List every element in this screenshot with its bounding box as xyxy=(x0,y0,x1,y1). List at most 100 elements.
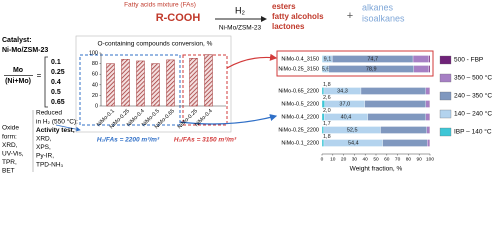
oxide-method: form: xyxy=(2,133,17,140)
value-label: 1,8 xyxy=(323,82,331,88)
bar-segment xyxy=(425,113,430,121)
oxide-method: BET xyxy=(2,168,15,175)
ratio-denominator: (Ni+Mo) xyxy=(5,78,31,85)
x-tick-label: 40 xyxy=(363,156,369,162)
legend-label: 500 - FBP xyxy=(454,57,483,64)
bar-segment xyxy=(429,113,431,121)
value-label: 1,7 xyxy=(323,121,331,127)
bar-segment xyxy=(427,139,430,147)
category-label: NiMo-0.5_2200 xyxy=(281,101,319,107)
reduced-method: Reduced xyxy=(36,110,62,117)
legend-label: 140 – 240 °C xyxy=(454,110,492,118)
bar-segment xyxy=(364,100,426,108)
y-tick-label: 40 xyxy=(92,82,98,88)
oxygenate: esters xyxy=(272,2,296,11)
y-tick-label: 20 xyxy=(92,93,98,99)
legend-swatch xyxy=(439,127,452,137)
link-arrow xyxy=(179,114,278,125)
category-label: NiMo-0.25_3150 xyxy=(278,66,319,72)
legend-label: IBP – 140 °C xyxy=(454,128,492,136)
value-label: 2,0 xyxy=(323,108,331,114)
reduced-method: Activity test, xyxy=(36,127,75,134)
bar-segment xyxy=(367,113,426,121)
legend-swatch xyxy=(439,73,452,83)
bar-segment xyxy=(429,87,431,95)
bar-segment xyxy=(413,65,430,73)
reduced-method: TPD-NH₃ xyxy=(36,161,64,168)
x-axis-title: Weight fraction, % xyxy=(350,166,403,173)
y-tick-label: 80 xyxy=(92,61,98,67)
ratio-value: 0.1 xyxy=(51,59,61,66)
x-tick-label: 0 xyxy=(321,156,324,162)
y-tick-label: 60 xyxy=(92,72,98,78)
bar-segment xyxy=(321,100,325,108)
bar-segment xyxy=(380,126,427,134)
value-label: 74,7 xyxy=(367,56,378,62)
reactant: R-COOH xyxy=(156,12,201,24)
reduced-method: Py-IR, xyxy=(36,153,54,160)
value-label: 40,4 xyxy=(341,114,352,120)
value-label: 9,1 xyxy=(324,56,332,62)
category-label: NiMo-0.1_2200 xyxy=(281,140,319,146)
legend-swatch xyxy=(439,109,452,119)
category-label: NiMo-0.25_2200 xyxy=(278,127,319,133)
bar xyxy=(121,59,130,107)
bar-segment xyxy=(321,87,325,95)
oxide-method: XRD, xyxy=(2,142,18,149)
value-label: 78,9 xyxy=(366,66,377,72)
chart-frame xyxy=(75,35,232,133)
reduced-method: XRD, xyxy=(36,136,52,143)
x-tick-label: 80 xyxy=(406,156,412,162)
bar-segment xyxy=(428,65,431,73)
bar-segment xyxy=(382,139,428,147)
graphical-abstract: Fatty acids mixture (FAs) R-COOH H₂ Ni-M… xyxy=(2,2,492,175)
x-tick-label: 30 xyxy=(352,156,358,162)
equals-sign: = xyxy=(37,71,42,80)
oxygenate: lactones xyxy=(272,22,305,31)
bar-segment xyxy=(425,100,430,108)
legend-label: 240 – 350 °C xyxy=(454,92,492,100)
ratio-value: 0.4 xyxy=(51,79,61,86)
reduced-method: XPS, xyxy=(36,144,51,151)
group-box xyxy=(79,54,181,126)
page: { "reaction": { "feed_note": "Fatty acid… xyxy=(2,1,493,175)
x-tick-label: 70 xyxy=(395,156,401,162)
oxide-method: TPR, xyxy=(2,159,17,166)
bar-segment xyxy=(425,87,430,95)
value-label: 52,5 xyxy=(347,127,358,133)
bar xyxy=(189,58,198,107)
bar-segment xyxy=(321,139,325,147)
x-tick-label: 50 xyxy=(373,156,379,162)
reagent: H₂ xyxy=(235,5,245,15)
ratio-numerator: Mo xyxy=(13,67,23,74)
x-tick-label: 10 xyxy=(330,156,336,162)
link-arrow xyxy=(226,53,278,69)
ratio-value: 0.65 xyxy=(51,99,65,106)
y-tick-label: 0 xyxy=(95,103,98,109)
bar-segment xyxy=(428,55,431,63)
group-label: H₂/FAs = 2200 m³/m³ xyxy=(97,137,160,144)
oxide-method: Oxide xyxy=(2,125,19,132)
bracket xyxy=(44,56,48,108)
value-label: 34,3 xyxy=(337,88,348,94)
group-label: H₂/FAs = 3150 m³/m³ xyxy=(174,137,237,144)
x-tick-label: 90 xyxy=(417,156,423,162)
legend-swatch xyxy=(439,55,452,65)
bar xyxy=(136,60,145,107)
y-tick-label: 100 xyxy=(89,50,98,56)
bar-segment xyxy=(429,126,431,134)
hydrocarbon: isoalkanes xyxy=(362,13,405,23)
legend-swatch xyxy=(439,91,452,101)
bar-segment xyxy=(412,55,430,63)
bar-segment xyxy=(426,126,430,134)
catalyst-name: Ni-Mo/ZSM-23 xyxy=(2,47,48,54)
chart-title: O-containing compounds conversion, % xyxy=(98,41,213,48)
plus-sign: + xyxy=(347,10,353,22)
bar-segment xyxy=(429,139,431,147)
bar xyxy=(204,54,213,107)
bar-segment xyxy=(321,126,324,134)
x-tick-label: 60 xyxy=(384,156,390,162)
category-label: NiMo-0.4_3150 xyxy=(281,56,319,62)
reduced-method: in H₂ (550 °C): xyxy=(36,117,78,125)
reaction-catalyst: Ni-Mo/ZSM-23 xyxy=(219,25,262,32)
